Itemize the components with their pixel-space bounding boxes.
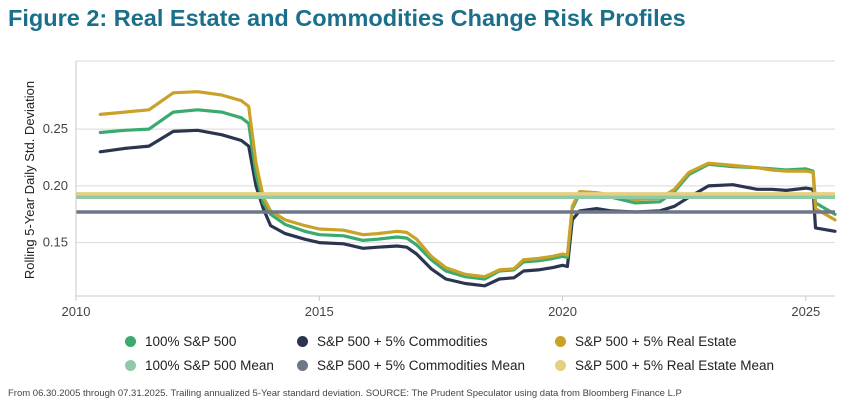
series-lines	[98, 90, 837, 288]
y-tick-label-0: 0.15	[43, 235, 68, 250]
legend-item-commodities-mean: S&P 500 + 5% Commodities Mean	[297, 358, 525, 373]
series-line-2	[98, 90, 837, 279]
legend-label-sp500: 100% S&P 500	[145, 334, 237, 349]
legend-item-realestate: S&P 500 + 5% Real Estate	[555, 334, 736, 349]
chart-title: Figure 2: Real Estate and Commodities Ch…	[8, 5, 686, 31]
legend-marker-sp500	[125, 336, 136, 347]
y-axis-label: Rolling 5-Year Daily Std. Deviation	[22, 81, 37, 279]
legend: 100% S&P 500 S&P 500 + 5% Commodities S&…	[0, 333, 843, 379]
legend-item-sp500: 100% S&P 500	[125, 334, 236, 349]
legend-marker-realestate-mean	[555, 360, 566, 371]
source-note: From 06.30.2005 through 07.31.2025. Trai…	[8, 388, 682, 399]
x-tick-label-0: 2010	[62, 304, 91, 319]
y-tick-label-2: 0.25	[43, 121, 68, 136]
legend-label-realestate: S&P 500 + 5% Real Estate	[575, 334, 737, 349]
axes: 0.15 0.20 0.25 2010 2015 2020 2025	[43, 61, 835, 319]
grid-lines	[76, 60, 835, 244]
legend-marker-realestate	[555, 336, 566, 347]
legend-label-realestate-mean: S&P 500 + 5% Real Estate Mean	[575, 358, 774, 373]
mean-lines	[76, 192, 835, 214]
x-tick-label-1: 2015	[305, 304, 334, 319]
legend-item-realestate-mean: S&P 500 + 5% Real Estate Mean	[555, 358, 774, 373]
legend-item-commodities: S&P 500 + 5% Commodities	[297, 334, 487, 349]
legend-label-commodities-mean: S&P 500 + 5% Commodities Mean	[317, 358, 525, 373]
x-tick-label-2: 2020	[548, 304, 577, 319]
legend-item-sp500-mean: 100% S&P 500 Mean	[125, 358, 274, 373]
y-tick-label-1: 0.20	[43, 178, 68, 193]
series-line-1	[98, 128, 837, 288]
legend-label-sp500-mean: 100% S&P 500 Mean	[145, 358, 274, 373]
line-chart: 0.15 0.20 0.25 2010 2015 2020 2025 Rolling 5-Y…	[22, 60, 837, 319]
legend-label-commodities: S&P 500 + 5% Commodities	[317, 334, 488, 349]
legend-marker-commodities	[297, 336, 308, 347]
legend-marker-commodities-mean	[297, 360, 308, 371]
legend-marker-sp500-mean	[125, 360, 136, 371]
x-tick-label-3: 2025	[791, 304, 820, 319]
